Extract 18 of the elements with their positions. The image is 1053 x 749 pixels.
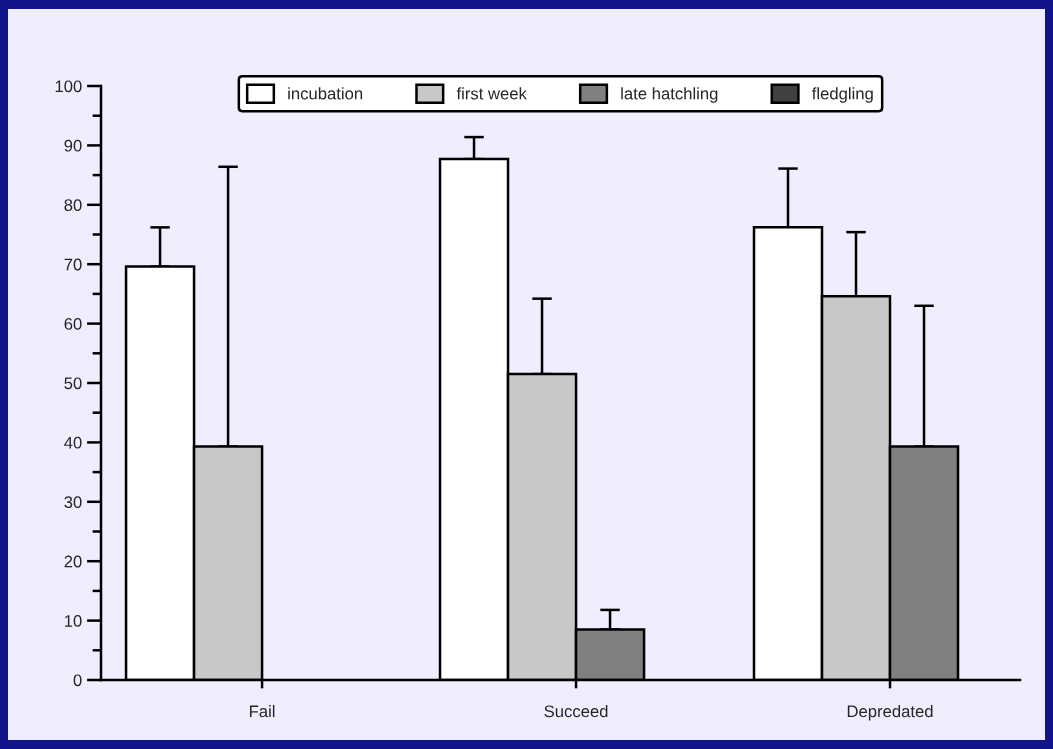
y-tick-label: 0: [73, 674, 82, 687]
y-tick-label: 100: [55, 80, 82, 93]
y-tick-label: 30: [64, 496, 82, 508]
y-tick-label: 70: [64, 258, 82, 271]
y-tick-label: 60: [64, 318, 82, 330]
x-tick-label: Fail: [250, 705, 275, 718]
legend-label: fledgling: [811, 87, 873, 103]
legend-label: late hatchling: [621, 87, 718, 103]
y-tick-label: 10: [64, 615, 82, 627]
y-tick-label: 90: [64, 139, 82, 152]
legend-label: incubation: [288, 87, 363, 100]
legend-label: first week: [456, 87, 527, 100]
y-tick-label: 20: [64, 555, 82, 568]
x-tick-label: Depredated: [847, 705, 933, 721]
x-tick-label: Succeed: [544, 705, 608, 718]
y-tick-label: 80: [64, 199, 82, 211]
y-tick-label: 50: [64, 377, 82, 390]
y-tick-label: 40: [64, 436, 82, 449]
